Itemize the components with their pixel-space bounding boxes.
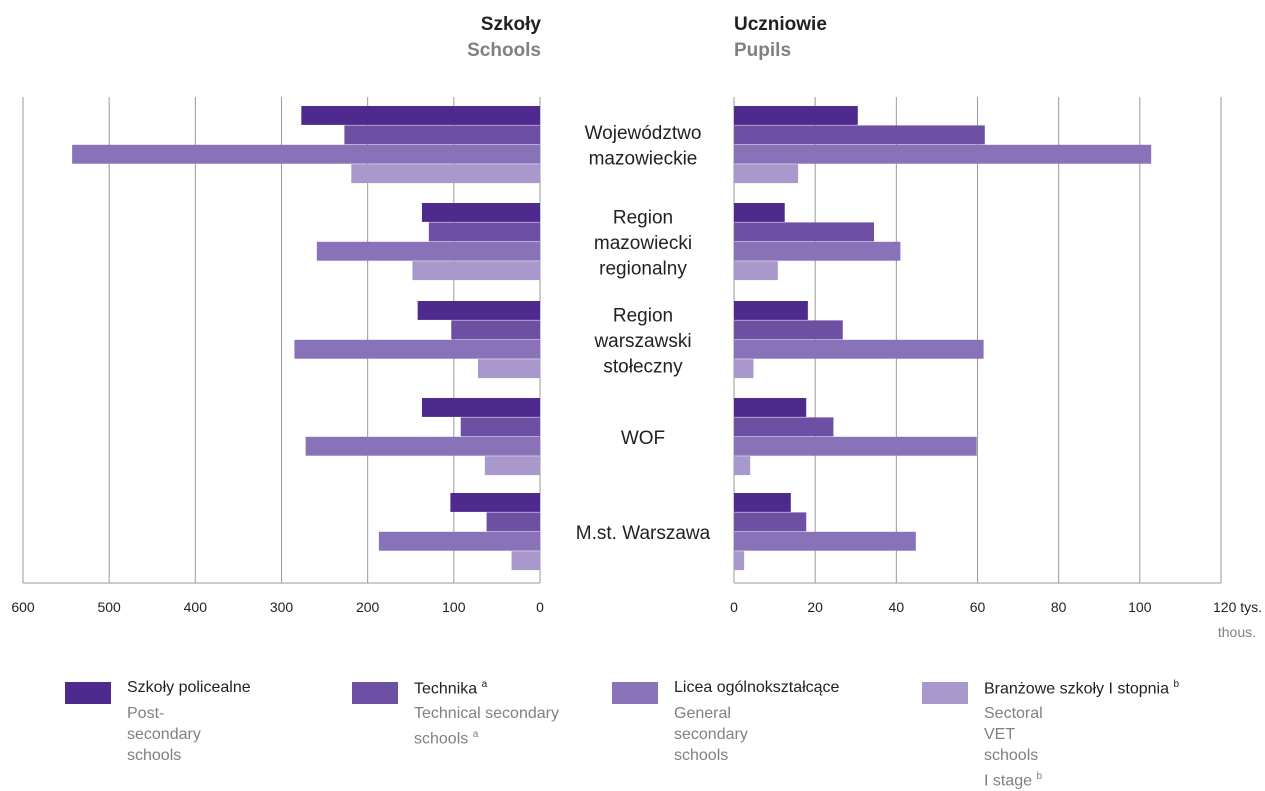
legend-label-en: Technical secondary schools <box>414 705 559 748</box>
legend-swatch-sectoral <box>922 682 968 704</box>
bar-right-m-st-warszawa-szkoly-policealne <box>734 493 791 512</box>
right-tick-label: 40 <box>889 599 905 615</box>
left-chart-title: Szkoły <box>481 14 542 35</box>
bar-right-region-warszawski-stoleczny-technika <box>734 320 843 340</box>
bar-left-region-mazowiecki-regionalny-technika <box>428 222 540 242</box>
left-tick-label: 200 <box>356 599 380 615</box>
legend-swatch-general <box>612 682 658 704</box>
bar-left-region-warszawski-stoleczny-licea-ogolnoksztalcace <box>294 339 540 359</box>
bar-left-m-st-warszawa-branzowe-szkoly-i-stopnia <box>511 551 540 571</box>
footnote-marker: a <box>472 729 479 740</box>
category-label-region-warszawski-stoleczny: Region <box>613 305 673 326</box>
left-tick-label: 0 <box>536 599 544 615</box>
bar-left-region-mazowiecki-regionalny-szkoly-policealne <box>421 203 540 222</box>
right-chart-subtitle: Pupils <box>734 40 791 61</box>
category-label-region-mazowiecki-regionalny: mazowiecki <box>594 233 692 254</box>
bar-left-region-warszawski-stoleczny-technika <box>451 320 540 340</box>
bar-left-wojewodztwo-mazowieckie-szkoly-policealne <box>301 106 540 125</box>
left-tick-label: 500 <box>97 599 121 615</box>
category-label-m-st-warszawa: M.st. Warszawa <box>576 523 711 544</box>
right-chart-title: Uczniowie <box>734 14 827 35</box>
bar-right-region-warszawski-stoleczny-licea-ogolnoksztalcace <box>734 339 984 359</box>
legend-label-pl: Licea ogólnokształcące <box>674 679 840 696</box>
right-tick-label: 20 <box>807 599 823 615</box>
bar-right-region-mazowiecki-regionalny-szkoly-policealne <box>734 203 785 222</box>
bar-left-region-mazowiecki-regionalny-licea-ogolnoksztalcace <box>316 241 540 261</box>
legend-swatch-post-secondary <box>65 682 111 704</box>
bar-left-wojewodztwo-mazowieckie-licea-ogolnoksztalcace <box>72 144 541 164</box>
bar-left-m-st-warszawa-szkoly-policealne <box>450 493 540 512</box>
right-tick-labels: 0 20 40 60 80 100 120 tys. <box>730 599 1262 615</box>
footnote-marker: b <box>1173 679 1179 690</box>
footnote-marker: b <box>1036 771 1043 782</box>
footnote-marker: a <box>481 679 488 690</box>
right-bars <box>734 106 1152 571</box>
bar-chart: Szkoły Schools Uczniowie Pupils 600 500 40… <box>11 14 1262 640</box>
legend-label-en: Sectoral VET schools I stage <box>984 705 1043 790</box>
legend-label-pl: Branżowe szkoły I stopnia <box>984 680 1169 698</box>
legend-label-pl: Technika <box>414 680 478 698</box>
bar-right-region-mazowiecki-regionalny-branzowe-szkoly-i-stopnia <box>734 261 778 281</box>
bar-right-m-st-warszawa-licea-ogolnoksztalcace <box>734 531 916 551</box>
category-label-region-warszawski-stoleczny: warszawski <box>593 331 691 352</box>
bar-left-wof-technika <box>460 417 540 437</box>
category-label-region-mazowiecki-regionalny: Region <box>613 207 673 228</box>
bar-right-wojewodztwo-mazowieckie-branzowe-szkoly-i-stopnia <box>734 164 799 184</box>
legend-label-en: General secondary schools <box>674 705 748 764</box>
bar-right-wof-branzowe-szkoly-i-stopnia <box>734 456 751 476</box>
bar-right-wojewodztwo-mazowieckie-technika <box>734 125 985 145</box>
bar-right-wojewodztwo-mazowieckie-licea-ogolnoksztalcace <box>734 144 1152 164</box>
bar-right-m-st-warszawa-technika <box>734 512 807 532</box>
bar-left-wof-branzowe-szkoly-i-stopnia <box>484 456 540 476</box>
bar-right-region-mazowiecki-regionalny-licea-ogolnoksztalcace <box>734 241 901 261</box>
category-label-wojewodztwo-mazowieckie: Województwo <box>585 123 702 144</box>
legend-label-pl: Szkoły policealne <box>127 679 251 696</box>
right-axis-unit-en: thous. <box>1218 624 1256 640</box>
left-tick-label: 400 <box>184 599 208 615</box>
bar-right-wof-szkoly-policealne <box>734 398 807 417</box>
bar-left-wof-szkoly-policealne <box>421 398 540 417</box>
category-label-region-warszawski-stoleczny: stołeczny <box>603 356 683 377</box>
bar-right-wojewodztwo-mazowieckie-szkoly-policealne <box>734 106 858 125</box>
left-bars <box>72 106 541 571</box>
bar-left-wof-licea-ogolnoksztalcace <box>305 436 540 456</box>
bar-right-wof-licea-ogolnoksztalcace <box>734 436 977 456</box>
left-chart-subtitle: Schools <box>467 40 541 61</box>
bar-right-region-warszawski-stoleczny-szkoly-policealne <box>734 301 808 320</box>
category-label-region-mazowiecki-regionalny: regionalny <box>599 258 687 279</box>
bar-left-m-st-warszawa-licea-ogolnoksztalcace <box>378 531 540 551</box>
left-tick-label: 300 <box>270 599 294 615</box>
bar-left-m-st-warszawa-technika <box>486 512 540 532</box>
legend: Szkoły policealne Post-secondary schools… <box>0 676 1265 789</box>
bar-left-region-warszawski-stoleczny-branzowe-szkoly-i-stopnia <box>477 359 540 379</box>
bar-left-region-mazowiecki-regionalny-branzowe-szkoly-i-stopnia <box>412 261 540 281</box>
left-tick-labels: 600 500 400 300 200 100 0 <box>11 599 544 615</box>
bar-left-region-warszawski-stoleczny-szkoly-policealne <box>417 301 540 320</box>
right-tick-label: 100 <box>1128 599 1152 615</box>
category-label-wojewodztwo-mazowieckie: mazowieckie <box>589 149 698 170</box>
right-tick-label: 60 <box>970 599 986 615</box>
bar-right-m-st-warszawa-branzowe-szkoly-i-stopnia <box>734 551 745 571</box>
bar-left-wojewodztwo-mazowieckie-technika <box>344 125 540 145</box>
bar-left-wojewodztwo-mazowieckie-branzowe-szkoly-i-stopnia <box>351 164 540 184</box>
right-tick-label: 120 tys. <box>1213 599 1262 615</box>
legend-swatch-technical <box>352 682 398 704</box>
legend-label-en: Post-secondary schools <box>127 705 201 764</box>
category-labels: Województwo mazowieckie Region mazowiecki re… <box>576 123 711 544</box>
right-tick-label: 80 <box>1051 599 1067 615</box>
right-tick-label: 0 <box>730 599 738 615</box>
bar-right-region-mazowiecki-regionalny-technika <box>734 222 875 242</box>
left-tick-label: 100 <box>442 599 466 615</box>
bar-right-region-warszawski-stoleczny-branzowe-szkoly-i-stopnia <box>734 359 754 379</box>
bar-right-wof-technika <box>734 417 834 437</box>
category-label-wof: WOF <box>621 428 665 449</box>
left-tick-label: 600 <box>11 599 35 615</box>
